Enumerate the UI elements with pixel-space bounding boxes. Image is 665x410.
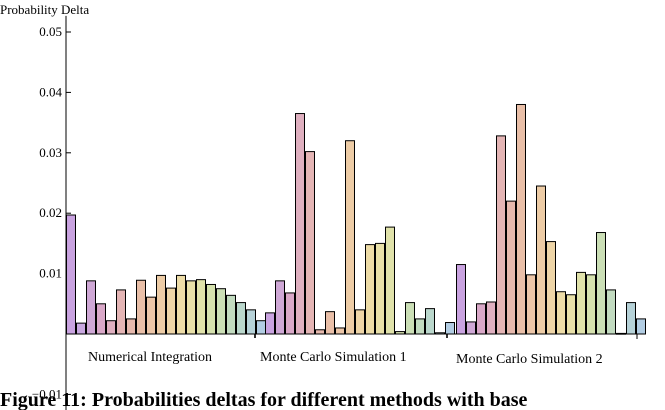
bar — [536, 185, 546, 335]
bar — [415, 318, 425, 335]
bar — [295, 113, 305, 335]
bar — [166, 287, 176, 335]
y-axis-title: Probability Delta — [0, 2, 89, 17]
bar — [146, 296, 156, 335]
bar — [156, 274, 166, 335]
bar — [186, 280, 196, 335]
bar — [546, 241, 556, 335]
bar — [206, 283, 216, 335]
bar — [606, 289, 616, 335]
bar — [365, 244, 375, 335]
bar — [636, 318, 646, 335]
bar — [285, 292, 295, 335]
bar — [76, 322, 86, 335]
bar — [596, 232, 606, 335]
bar — [86, 280, 96, 335]
bar — [496, 135, 506, 335]
bar — [116, 289, 126, 335]
bar — [385, 226, 395, 335]
bar — [66, 214, 76, 335]
bar — [556, 291, 566, 335]
bar — [236, 302, 246, 335]
bar — [586, 274, 596, 335]
bar — [196, 279, 206, 335]
bar — [106, 320, 116, 335]
bar — [355, 309, 365, 335]
bar — [395, 331, 405, 335]
y-tick-label: 0.02 — [39, 205, 62, 220]
bar — [265, 312, 275, 335]
y-tick-label: 0.05 — [39, 24, 62, 39]
bar — [476, 303, 486, 335]
bar — [96, 303, 106, 335]
group-label: Numerical Integration — [88, 350, 212, 365]
bar — [576, 271, 586, 335]
y-tick-label: 0.03 — [39, 145, 62, 160]
bar — [516, 103, 526, 335]
bar — [456, 264, 466, 335]
bar — [246, 309, 256, 335]
bar — [325, 311, 335, 335]
bar — [275, 280, 285, 335]
bar — [126, 318, 136, 335]
bar — [435, 332, 445, 335]
bar — [526, 274, 536, 335]
bar — [256, 320, 266, 335]
bar — [375, 242, 385, 335]
y-tick-label: 0.04 — [39, 84, 62, 99]
figure-caption: Figure 11: Probabilities deltas for diff… — [0, 389, 528, 410]
bar — [305, 151, 315, 335]
bar — [626, 302, 636, 335]
y-tick-label: 0.01 — [39, 266, 62, 281]
bar — [315, 329, 325, 335]
bar — [506, 200, 516, 335]
bar — [226, 294, 236, 335]
bar — [335, 327, 345, 335]
bar — [345, 140, 355, 335]
bar — [216, 288, 226, 335]
bar — [176, 274, 186, 335]
bar — [616, 332, 626, 335]
group-label: Monte Carlo Simulation 1 — [260, 350, 407, 365]
bar — [445, 322, 455, 335]
bar — [486, 301, 496, 335]
bar — [425, 308, 435, 335]
bar — [136, 279, 146, 335]
bar — [566, 294, 576, 335]
y-tick-label: −0.01 — [32, 386, 62, 401]
group-label: Monte Carlo Simulation 2 — [456, 352, 603, 367]
group-labels: Numerical Integration Monte Carlo Simulat… — [88, 350, 603, 367]
bar — [405, 302, 415, 335]
bar — [466, 321, 476, 335]
bars — [66, 103, 646, 335]
